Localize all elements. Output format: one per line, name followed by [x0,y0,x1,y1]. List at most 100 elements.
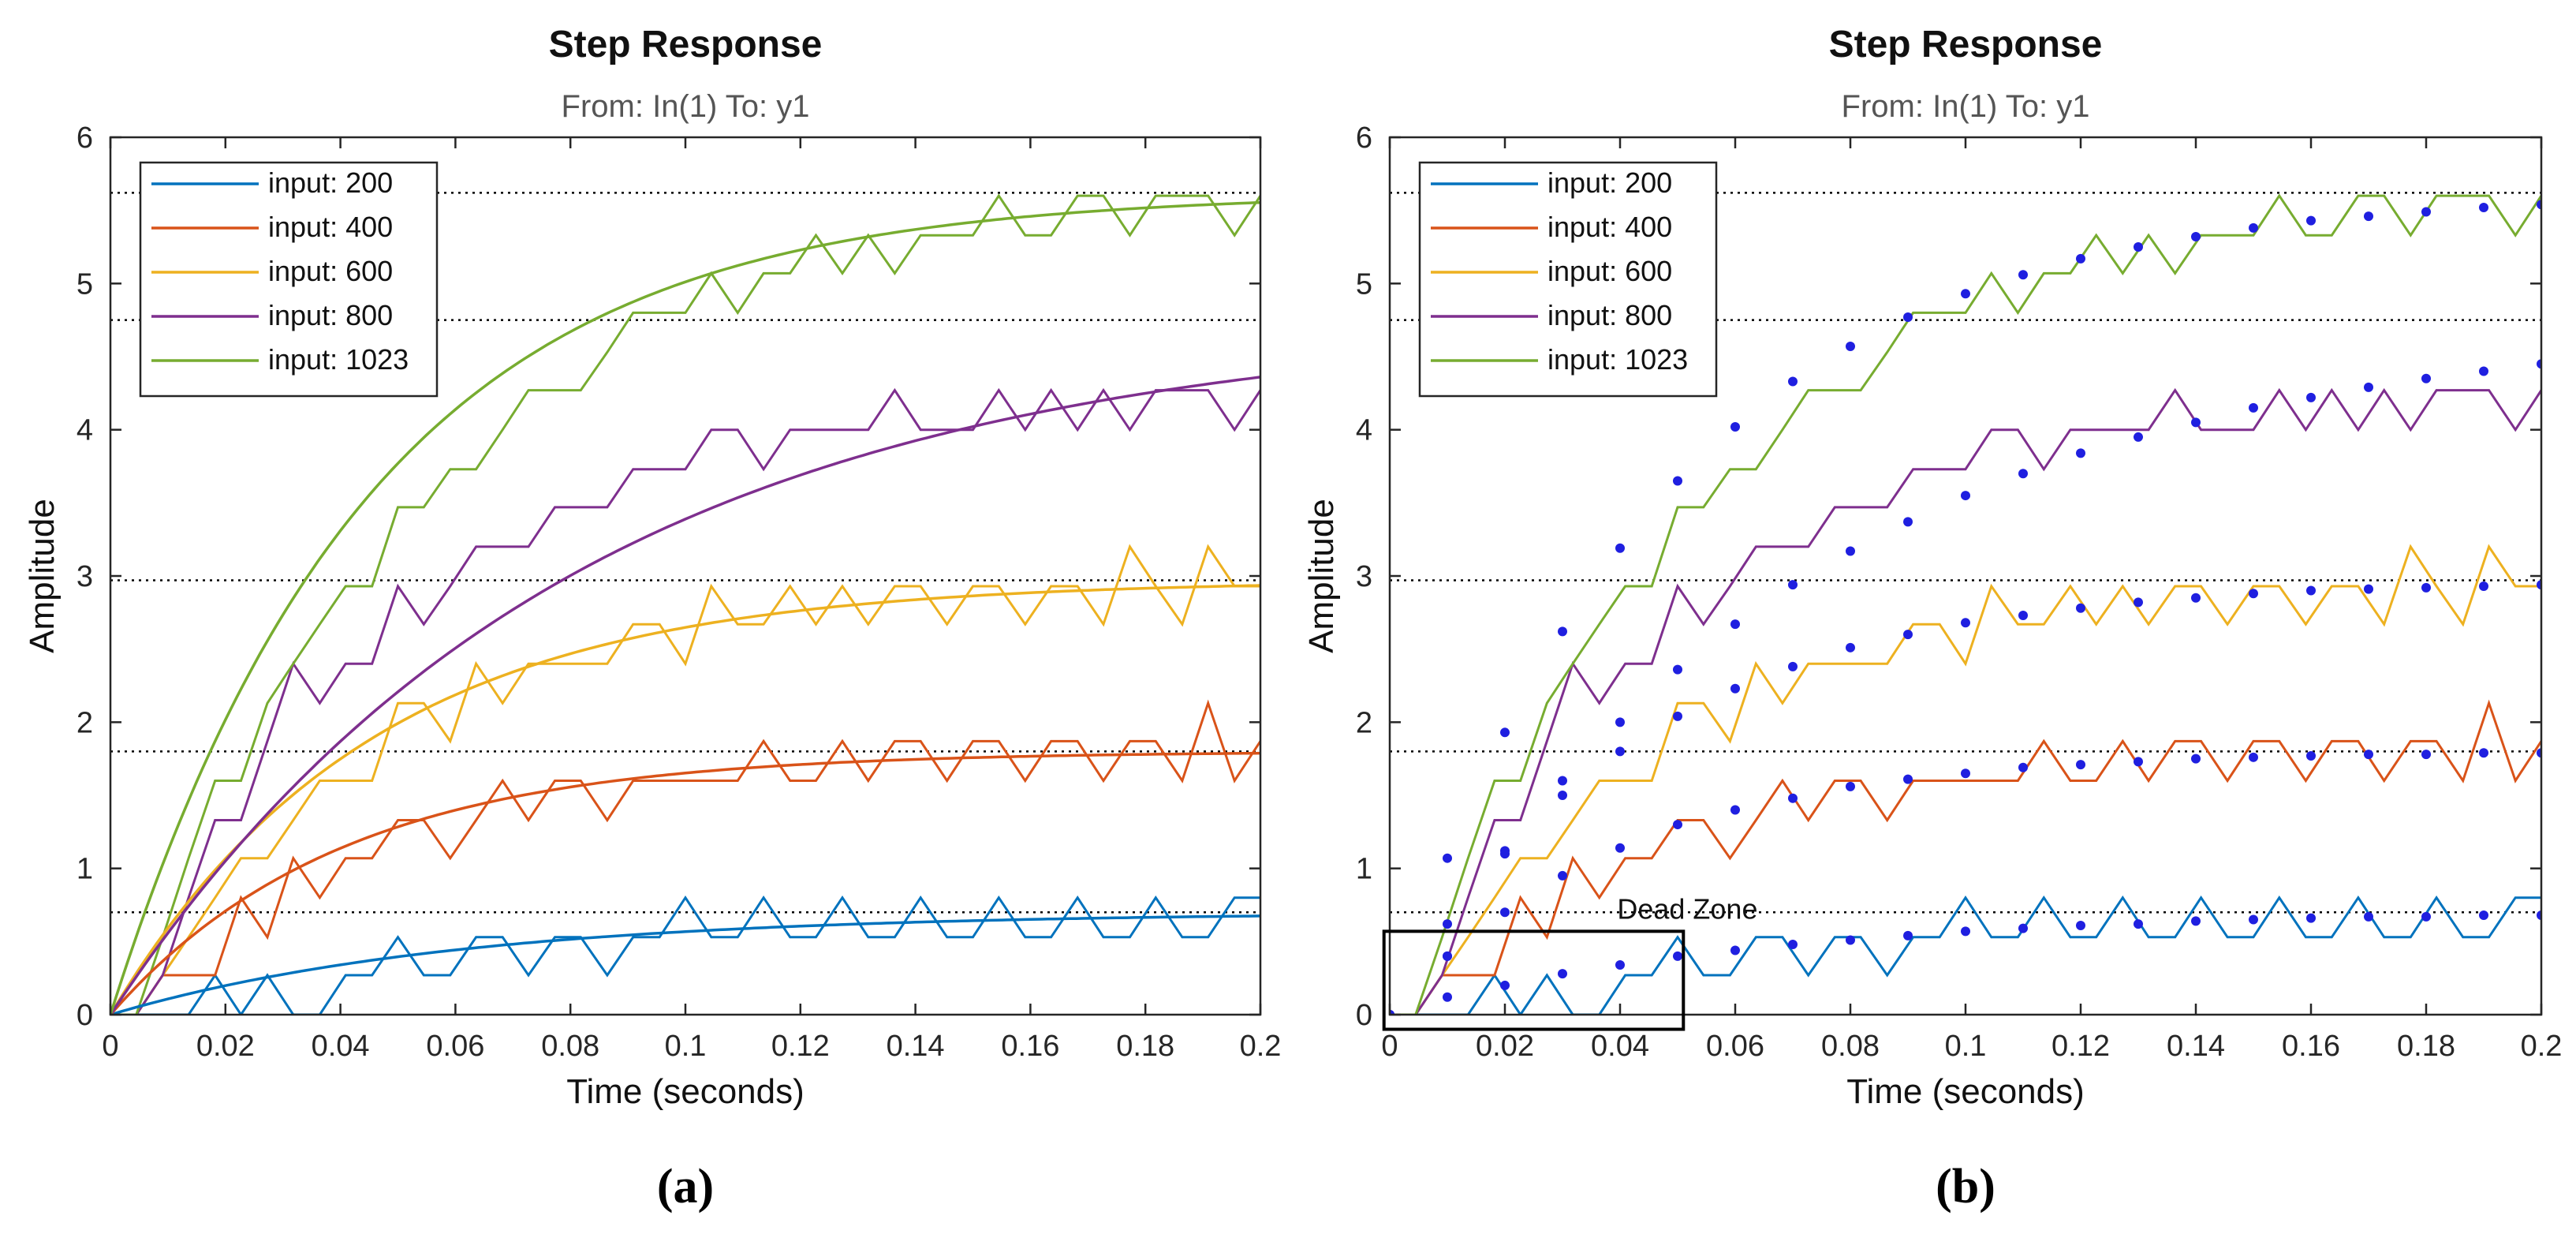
model-point [1558,776,1567,786]
model-point [1615,717,1625,727]
x-tick-label: 0.1 [665,1030,707,1063]
legend-label: input: 1023 [268,343,409,376]
y-tick-label: 2 [77,706,93,739]
x-tick-label: 0.04 [1591,1030,1649,1063]
legend-item: input: 800 [1431,299,1672,331]
legend-label: input: 400 [268,211,393,243]
x-tick-label: 0.02 [196,1030,255,1063]
dead-zone-label: Dead Zone [1617,892,1757,925]
legend-label: input: 800 [1547,299,1672,331]
model-point [2018,270,2028,280]
model-point [1500,980,1510,990]
model-point [2076,253,2085,264]
model-point [2306,913,2316,923]
legend-item: input: 800 [151,299,393,331]
legend-box [139,161,439,398]
legend: input: 200 input: 400 input: 600 input: 800… [1418,161,1718,398]
model-point [1788,940,1798,950]
model-series-curve [110,200,1260,1015]
model-point [2364,382,2373,392]
chart-panel-a: Step Response From: In(1) To: y1 0 0.02 0.04… [23,24,1281,1213]
model-point [2018,923,2028,933]
model-point [2479,202,2488,212]
panel-label: (b) [1936,1160,1995,1213]
model-point [2479,366,2488,376]
model-point [2537,200,2541,210]
chart-title: Step Response [1829,24,2103,65]
model-point [2134,597,2143,608]
model-point [2191,753,2201,764]
measured-series-line [1390,387,2541,1015]
model-point [2306,392,2316,402]
model-point [1961,289,1970,299]
measured-series-line [110,387,1260,1015]
model-point [1673,951,1682,961]
model-point [1673,820,1682,830]
model-point [2134,242,2143,252]
model-point [1788,793,1798,803]
x-tick-label: 0.12 [2051,1030,2110,1063]
model-point [2076,920,2085,930]
model-point [1615,959,1625,970]
model-point [1673,664,1682,675]
measured-series-line [1390,544,2541,1015]
y-axis-label: Amplitude [1302,499,1341,653]
model-point [2421,373,2431,383]
measured-series-line [110,895,1260,1015]
x-tick-label: 0.04 [312,1030,370,1063]
model-point [1390,1010,1394,1015]
model-point [2249,589,2258,599]
model-point [2191,417,2201,428]
legend-item: input: 400 [151,211,393,243]
x-tick-label: 0.06 [426,1030,484,1063]
x-tick-label: 0.14 [2167,1030,2225,1063]
model-point [2537,359,2541,369]
model-point [1443,919,1452,929]
model-point [2306,215,2316,226]
model-point [2191,593,2201,603]
model-point [2537,910,2541,920]
model-point [2249,402,2258,413]
model-point [1961,926,1970,937]
model-point [2076,760,2085,770]
model-point [1615,543,1625,553]
model-point [1558,870,1567,881]
model-point [2018,469,2028,479]
model-point [1846,935,1855,945]
y-tick-label: 5 [1356,267,1372,301]
model-point [2306,750,2316,761]
measured-series-line [1390,699,2541,1015]
model-point [2364,750,2373,760]
legend-label: input: 400 [1547,211,1672,243]
model-point [1846,546,1855,556]
model-point [1846,781,1855,791]
x-tick-label: 0.1 [1945,1030,1987,1063]
legend-label: input: 600 [268,255,393,287]
model-point [1615,746,1625,757]
model-point [1788,580,1798,590]
model-point [1903,930,1913,940]
x-tick-label: 0.12 [771,1030,830,1063]
chart-title: Step Response [549,24,823,65]
model-point [1961,768,1970,779]
model-point [1730,421,1740,432]
model-point [1500,849,1510,859]
x-tick-label: 0 [1381,1030,1398,1063]
measured-series-line [1390,895,2541,1015]
model-point [1846,342,1855,352]
model-series-curve [110,376,1260,1015]
x-axis-label: Time (seconds) [566,1072,805,1111]
model-point [1788,661,1798,671]
model-point [2421,207,2431,217]
legend-item: input: 200 [1431,166,1672,199]
model-point [2421,911,2431,922]
model-point [1443,992,1452,1002]
y-tick-label: 2 [1356,706,1372,739]
model-point [2249,914,2258,925]
y-tick-label: 0 [77,999,93,1032]
model-point [2018,762,2028,772]
legend-item: input: 600 [151,255,393,287]
x-tick-label: 0.2 [1240,1030,1282,1063]
model-point [1730,805,1740,815]
model-point [2421,582,2431,593]
